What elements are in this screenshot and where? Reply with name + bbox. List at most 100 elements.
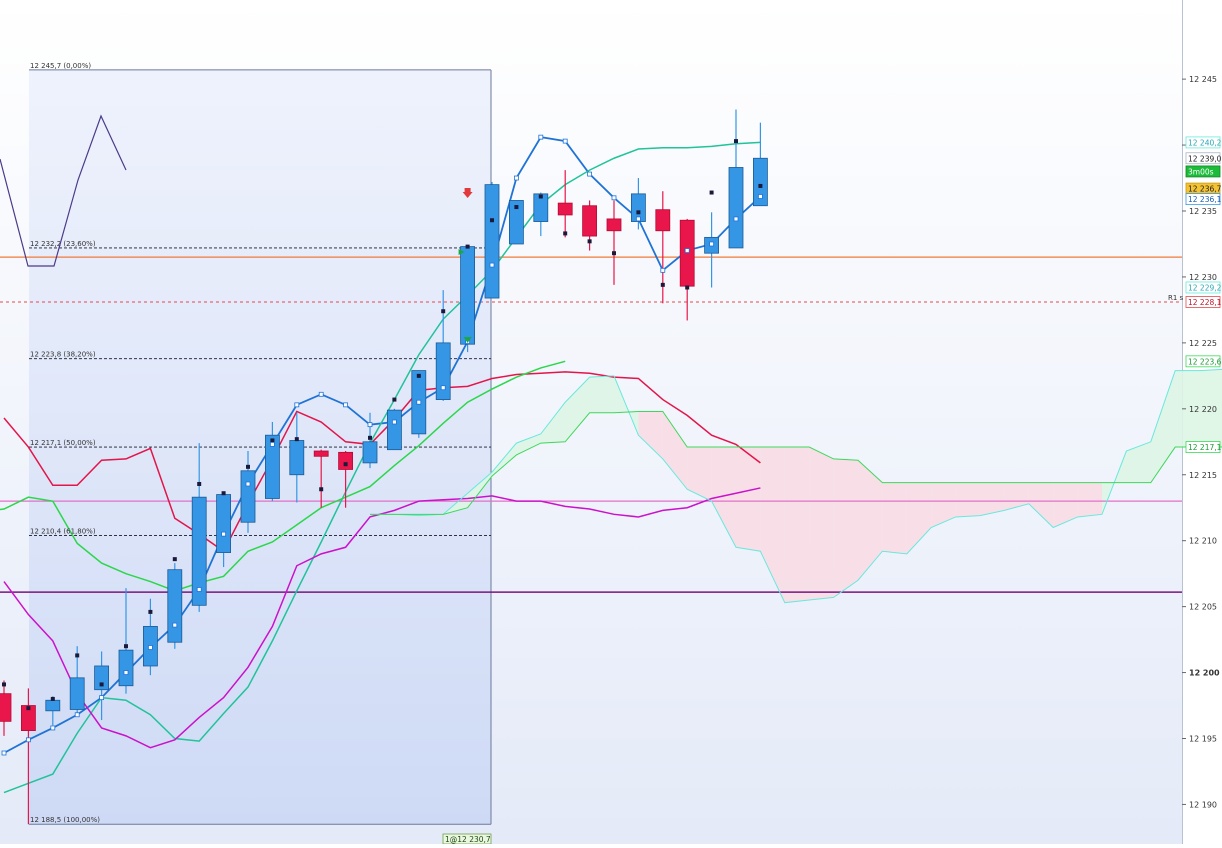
candle-body[interactable] bbox=[240, 470, 256, 523]
axis-tick-label: 12 215 bbox=[1189, 471, 1217, 480]
cloud-segment bbox=[1053, 482, 1078, 528]
cloud-segment bbox=[1199, 369, 1222, 448]
ma-marker bbox=[758, 194, 763, 199]
cloud-segment bbox=[1175, 370, 1200, 448]
candle-body[interactable] bbox=[0, 693, 12, 722]
candle-body[interactable] bbox=[508, 200, 524, 245]
cloud-segment bbox=[662, 411, 688, 490]
ma-marker bbox=[587, 171, 592, 177]
cloud-segment bbox=[565, 377, 590, 442]
axis-tick-label: 12 220 bbox=[1189, 405, 1217, 414]
fib-level-label: 12 210,4 (61,80%) bbox=[30, 527, 96, 535]
close-marker bbox=[636, 210, 641, 215]
close-marker bbox=[270, 438, 275, 443]
candle-body[interactable] bbox=[20, 705, 36, 731]
cloud-segment bbox=[931, 482, 956, 528]
candle-body[interactable] bbox=[94, 665, 109, 691]
candles[interactable] bbox=[0, 109, 768, 825]
price-tag-label: 12 236,1 bbox=[1188, 195, 1222, 204]
ma-marker bbox=[416, 399, 422, 405]
cloud-segment bbox=[736, 447, 761, 552]
candle-body[interactable] bbox=[191, 496, 207, 606]
ma_magenta-line bbox=[3, 487, 761, 749]
candle-body[interactable] bbox=[655, 209, 671, 232]
ma-marker bbox=[709, 241, 714, 247]
price-tag-label: 12 239,0 bbox=[1188, 154, 1222, 163]
close-marker bbox=[441, 309, 446, 314]
candle-body[interactable] bbox=[386, 409, 402, 451]
price-tag: 12 223,6 bbox=[1185, 355, 1222, 368]
price-tag-box bbox=[1185, 152, 1221, 165]
cloud-segment bbox=[1077, 482, 1102, 517]
candle-body[interactable] bbox=[313, 450, 329, 457]
price-tag: 12 240,2 bbox=[1185, 136, 1222, 149]
position-badge-label: 1@12 230,7 bbox=[445, 835, 491, 844]
ma-marker bbox=[269, 442, 275, 447]
play-marker-icon bbox=[458, 249, 465, 255]
candle-body[interactable] bbox=[533, 193, 549, 222]
price-tag-box bbox=[1185, 355, 1221, 368]
candle-body[interactable] bbox=[69, 677, 85, 710]
candle-body[interactable] bbox=[289, 440, 305, 476]
cloud-segment bbox=[1004, 482, 1029, 511]
fib-level-label: 12 232,2 (23,60%) bbox=[30, 240, 96, 248]
price-tag-box bbox=[1185, 165, 1221, 178]
ma-marker bbox=[636, 216, 641, 222]
candle-body[interactable] bbox=[118, 649, 134, 687]
close-marker bbox=[660, 282, 665, 287]
price-tag: 12 217,1 bbox=[1185, 441, 1222, 453]
cloud-segment bbox=[687, 447, 712, 502]
candle-body[interactable] bbox=[484, 184, 500, 299]
price-tag-label: 12 229,2 bbox=[1188, 283, 1222, 292]
cloud-segment bbox=[711, 447, 736, 548]
candle-body[interactable] bbox=[460, 246, 476, 345]
close-marker bbox=[246, 464, 250, 469]
cloud-segment bbox=[467, 472, 492, 508]
axis-tick-label: 12 205 bbox=[1189, 603, 1217, 612]
candle-body[interactable] bbox=[679, 219, 695, 287]
candle-body[interactable] bbox=[728, 167, 744, 249]
cloud-segment bbox=[492, 443, 517, 477]
prior-price-line bbox=[0, 114, 127, 267]
fib-level-label: 12 245,7 (0,00%) bbox=[30, 62, 91, 70]
ma-marker bbox=[123, 670, 129, 675]
close-marker bbox=[99, 682, 104, 687]
tenkan_red-line bbox=[3, 371, 761, 553]
candle-body[interactable] bbox=[582, 205, 597, 237]
close-marker bbox=[148, 609, 153, 614]
candle-body[interactable] bbox=[557, 202, 573, 216]
ma-marker bbox=[25, 737, 31, 743]
candle-body[interactable] bbox=[631, 193, 646, 222]
senkou_b-line bbox=[370, 410, 1222, 515]
axis-tick-label: 12 245 bbox=[1189, 75, 1217, 84]
candle-body[interactable] bbox=[264, 434, 280, 499]
senkou_a-line bbox=[370, 368, 1222, 604]
axis-tick-label: 12 190 bbox=[1189, 800, 1217, 809]
candle-body[interactable] bbox=[753, 157, 768, 207]
ma-marker bbox=[733, 216, 739, 222]
ma-marker bbox=[196, 587, 202, 592]
candle-body[interactable] bbox=[338, 451, 354, 470]
close-markers bbox=[1, 134, 763, 756]
candle-body[interactable] bbox=[362, 441, 378, 464]
r1-level-label: R1 s bbox=[1168, 294, 1184, 302]
cloud-segment bbox=[1126, 441, 1151, 483]
candle-body[interactable] bbox=[216, 494, 232, 553]
price-tag-label: 12 228,1 bbox=[1188, 298, 1222, 307]
close-marker bbox=[2, 682, 6, 687]
close-marker bbox=[514, 205, 519, 210]
price-tag-label: 12 223,6 bbox=[1188, 357, 1222, 366]
candle-body[interactable] bbox=[606, 218, 622, 232]
close-marker bbox=[758, 183, 763, 188]
cloud-segment bbox=[589, 375, 614, 413]
candle-body[interactable] bbox=[435, 342, 451, 400]
candle-body[interactable] bbox=[167, 569, 183, 643]
candle-body[interactable] bbox=[45, 699, 61, 712]
ma-marker bbox=[440, 385, 446, 391]
cloud-segment bbox=[1028, 482, 1054, 528]
close-marker bbox=[343, 462, 348, 467]
close-marker bbox=[563, 231, 568, 236]
close-marker bbox=[50, 696, 55, 701]
